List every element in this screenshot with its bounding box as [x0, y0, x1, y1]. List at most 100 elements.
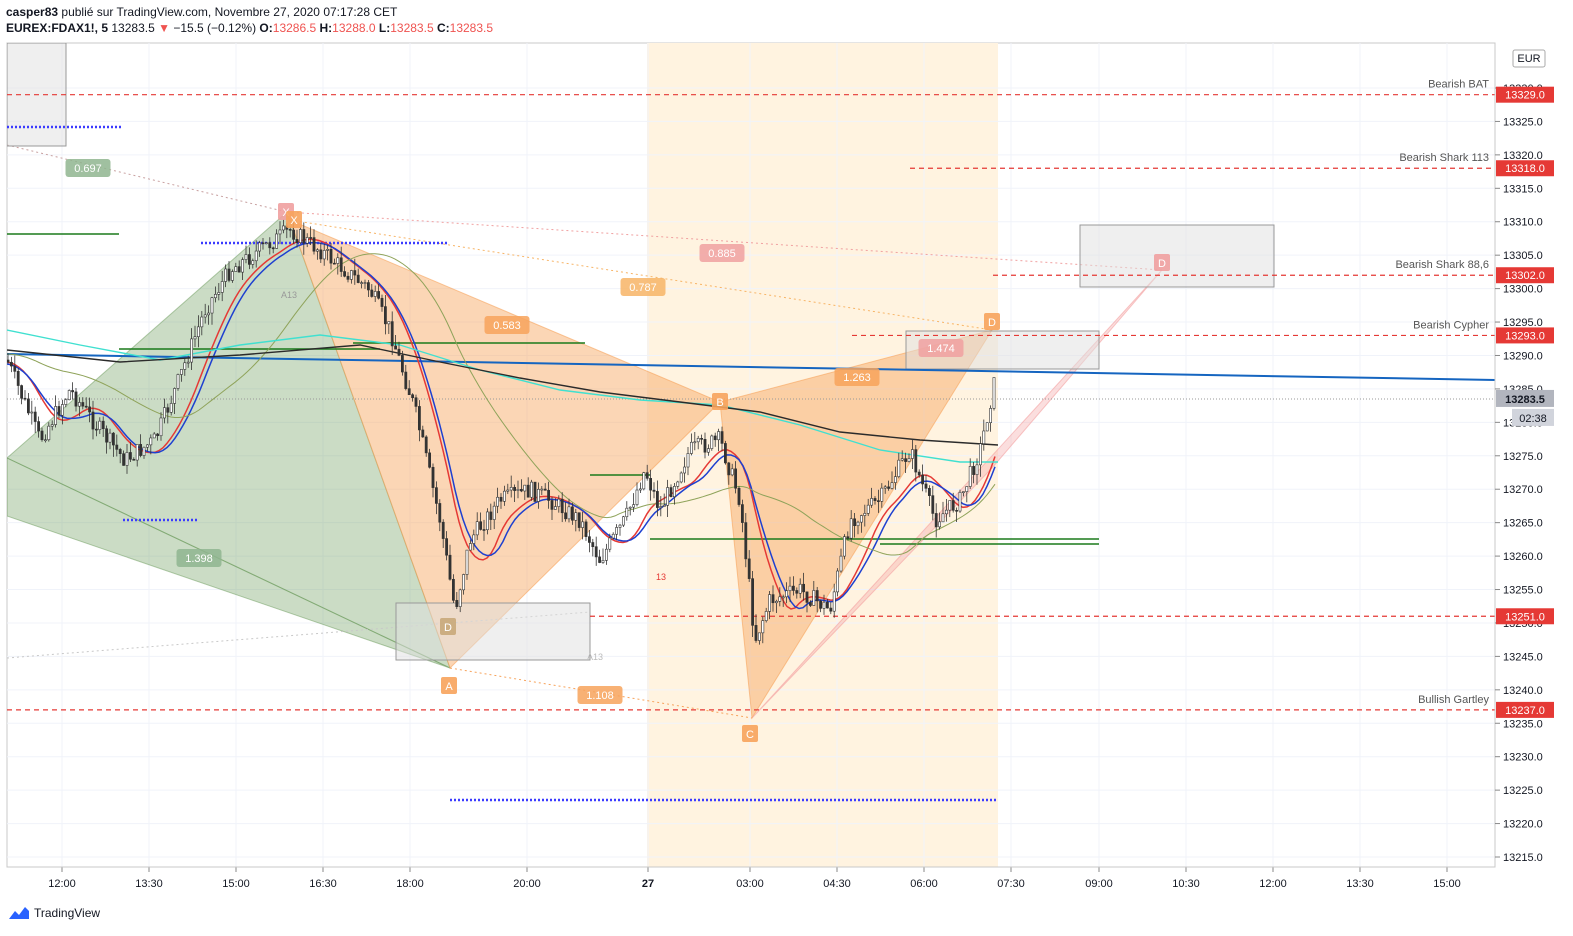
candle-body [169, 403, 173, 413]
candle-body [234, 266, 238, 272]
candle-body [84, 405, 88, 408]
candle-body [322, 250, 326, 260]
currency-badge[interactable]: EUR [1512, 49, 1546, 68]
fib-ratio-label: 1.398 [185, 553, 213, 565]
fib-ratio-badge [918, 339, 964, 357]
candle-body [757, 632, 761, 641]
open-value: 13286.5 [272, 21, 317, 35]
price-tick-label: 13230.0 [1503, 752, 1543, 764]
current-price-tag [1496, 389, 1554, 407]
candle-body [163, 407, 166, 419]
price-axis[interactable] [1495, 43, 1565, 867]
candle-body [197, 326, 200, 337]
price-tick-label: 13270.0 [1503, 484, 1543, 496]
candle-body [315, 249, 319, 252]
close-value: 13283.5 [449, 21, 494, 35]
candle-body [424, 436, 428, 454]
candle-body [499, 496, 503, 502]
candle-body [516, 489, 520, 491]
candle-body [101, 420, 105, 430]
time-tick-label: 20:00 [513, 878, 541, 890]
candle-body [642, 472, 646, 490]
candle-body [604, 548, 608, 561]
candle-body [224, 268, 228, 282]
pattern-point-label: D [1158, 258, 1166, 270]
candle-body [193, 336, 197, 340]
candle-body [747, 558, 751, 579]
price-level-tag [1496, 160, 1554, 177]
candle-body [628, 506, 632, 509]
candle-body [125, 452, 129, 466]
candle-body [339, 257, 343, 272]
candle-body [768, 594, 772, 612]
candle-body [67, 390, 71, 401]
candle-body [353, 270, 357, 276]
candle-body [30, 411, 34, 414]
time-tick-label: 06:00 [910, 878, 938, 890]
price-tick-label: 13215.0 [1503, 852, 1543, 864]
candle-body [210, 297, 214, 314]
candle-body [543, 488, 547, 491]
candle-body [513, 487, 517, 491]
candle-body [407, 388, 411, 396]
price-tick-label: 13290.0 [1503, 350, 1543, 362]
candle-body [662, 505, 666, 507]
candle-body [305, 237, 309, 244]
candle-body [91, 411, 95, 430]
candle-body [717, 431, 721, 441]
candle-body [74, 391, 78, 407]
pattern-orange-triangle-2 [719, 329, 994, 720]
candle-body [88, 406, 92, 413]
candle-body [907, 458, 911, 462]
candle-body [428, 452, 432, 468]
candle-body [71, 390, 75, 393]
candle-body [870, 498, 874, 506]
price-axis-ticks: 13215.0 13220.0 13225.0 13230.0 13235.0 13240… [1495, 83, 1543, 864]
price-level-tag-text: 13293.0 [1505, 330, 1545, 342]
price-level-tag-text: 13318.0 [1505, 163, 1545, 175]
candle-body [553, 506, 557, 510]
candle-body [598, 556, 602, 563]
candle-body [958, 491, 962, 512]
candle-body [587, 536, 591, 543]
publish-info: publié sur TradingView.com, Novembre 27,… [61, 5, 398, 19]
current-price-tag-text: 13283.5 [1505, 394, 1545, 406]
candle-body [774, 601, 778, 604]
candle-body [360, 282, 364, 284]
candle-body [173, 388, 177, 404]
candle-body [679, 472, 683, 483]
candle-body [802, 583, 806, 593]
candle-body [645, 472, 649, 479]
harmonic-patterns [7, 43, 1275, 720]
candle-body [615, 527, 619, 535]
td-count-label: A13 [587, 652, 603, 662]
ma-blue [7, 241, 996, 610]
candle-body [788, 585, 792, 592]
candle-body [863, 513, 867, 516]
candle-body [431, 466, 435, 488]
pattern-point-badge [742, 725, 758, 742]
price-tick-label: 13295.0 [1503, 317, 1543, 329]
candle-body [248, 254, 251, 265]
candle-body [655, 491, 659, 508]
pattern-point-badge [286, 211, 302, 228]
candle-body [761, 620, 765, 634]
price-levels: Bearish BAT Bearish Shark 113 Bearish Shar… [7, 79, 1495, 711]
candle-body [496, 496, 500, 507]
fib-ratio-label: 0.583 [493, 320, 521, 332]
price-level-tag [1496, 327, 1554, 344]
candle-body [938, 521, 942, 528]
candle-body [220, 281, 224, 293]
price-tick-label: 13275.0 [1503, 451, 1543, 463]
candle-body [740, 504, 744, 523]
time-axis-ticks: 12:00 13:30 15:00 16:30 18:00 20:00 27 03:00 04:… [7, 866, 1495, 890]
candle-body [836, 570, 840, 593]
candle-body [23, 397, 27, 400]
footer-brand: TradingView [34, 906, 101, 920]
price-level-label: Bearish Shark 88,6 [1395, 259, 1489, 271]
time-tick-label: 13:30 [1346, 878, 1374, 890]
candle-body [397, 348, 401, 356]
footer[interactable]: TradingView [8, 905, 100, 921]
candles [7, 218, 996, 645]
